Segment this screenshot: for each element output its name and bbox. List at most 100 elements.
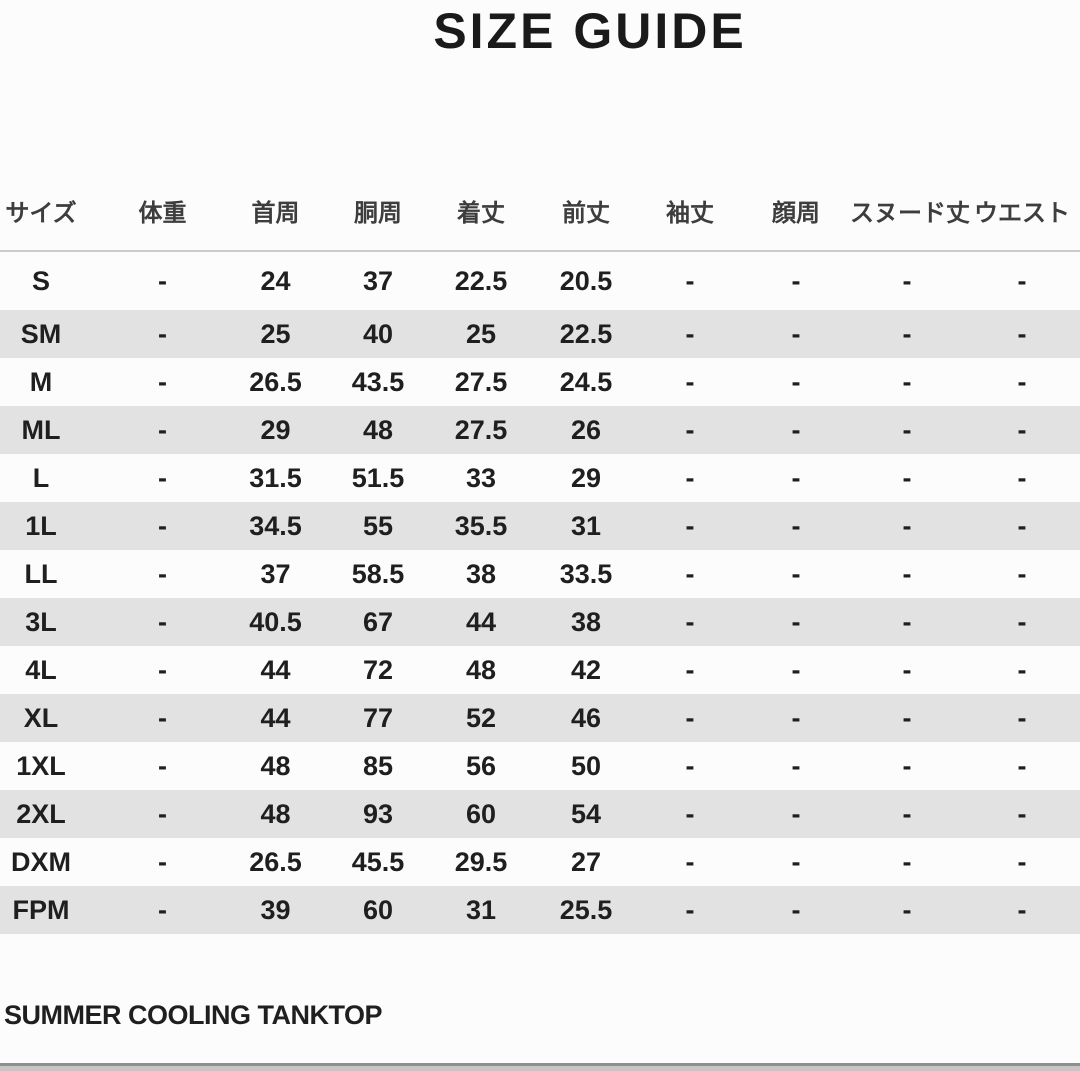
value-cell: - [685, 558, 695, 589]
value-cell: 25 [465, 318, 497, 349]
value-cell: 24 [260, 265, 291, 296]
value-cell: 44 [260, 654, 291, 685]
value-cell: 55 [362, 510, 394, 541]
column-header-2: 首周 [223, 170, 328, 252]
value-cell: - [791, 702, 801, 733]
value-cell: - [791, 894, 801, 925]
value-cell: - [1017, 846, 1027, 877]
value-cell: 60 [465, 798, 497, 829]
value-cell: 33 [465, 462, 497, 493]
table-row: FPM - 39 60 31 25.5 - - - - [0, 886, 1080, 934]
value-cell: - [791, 654, 801, 685]
value-cell: - [1017, 606, 1027, 637]
value-cell: 48 [465, 654, 497, 685]
table-row: S - 24 37 22.5 20.5 - - - - [0, 251, 1080, 310]
value-cell: - [902, 265, 912, 296]
size-label-cell: DXM [11, 846, 71, 877]
column-header-9: ウエスト [964, 170, 1080, 252]
value-cell: - [685, 750, 695, 781]
value-cell: - [791, 510, 801, 541]
size-label-cell: 1XL [16, 750, 66, 781]
value-cell: - [158, 750, 167, 781]
value-cell: 26 [570, 414, 602, 445]
value-cell: 26.5 [249, 366, 302, 397]
value-cell: 31 [570, 510, 602, 541]
size-label-cell: L [32, 462, 50, 493]
column-header-3: 胴周 [328, 170, 428, 252]
value-cell: 22.5 [454, 265, 508, 296]
value-cell: 48 [260, 750, 291, 781]
value-cell: - [902, 414, 912, 445]
value-cell: - [902, 798, 912, 829]
size-guide-table: サイズ 体重 首周 胴周 着丈 前丈 袖丈 顔周 スヌード丈 ウエスト S - 24 37 22.5 20.… [0, 170, 1080, 934]
table-row: 3L - 40.5 67 44 38 - - - - [0, 598, 1080, 646]
value-cell: 39 [260, 894, 291, 925]
value-cell: 27.5 [454, 414, 508, 445]
value-cell: - [791, 606, 801, 637]
value-cell: - [1017, 318, 1027, 349]
value-cell: - [1017, 366, 1027, 397]
value-cell: 77 [362, 702, 394, 733]
value-cell: 42 [570, 654, 602, 685]
column-header-4: 着丈 [428, 170, 534, 252]
value-cell: 29 [570, 462, 602, 493]
value-cell: - [685, 318, 695, 349]
value-cell: - [1017, 558, 1027, 589]
size-label-cell: S [31, 265, 50, 296]
value-cell: - [685, 510, 695, 541]
table-row: 4L - 44 72 48 42 - - - - [0, 646, 1080, 694]
value-cell: - [158, 702, 167, 733]
value-cell: - [158, 510, 167, 541]
value-cell: - [902, 462, 912, 493]
value-cell: 50 [570, 750, 602, 781]
value-cell: 60 [362, 894, 394, 925]
size-label-cell: 2XL [16, 798, 66, 829]
page-title-text: SIZE GUIDE [433, 3, 747, 59]
value-cell: 43.5 [351, 366, 405, 397]
size-label-cell: LL [24, 558, 58, 589]
value-cell: - [791, 462, 801, 493]
header-row: サイズ 体重 首周 胴周 着丈 前丈 袖丈 顔周 スヌード丈 ウエスト [0, 170, 1080, 252]
value-cell: 44 [465, 606, 497, 637]
value-cell: - [902, 510, 912, 541]
value-cell: - [791, 414, 801, 445]
product-name: SUMMER COOLING TANKTOP [4, 1000, 383, 1030]
column-header-7: 顔周 [742, 170, 850, 252]
value-cell: 48 [260, 798, 291, 829]
value-cell: - [902, 606, 912, 637]
value-cell: 34.5 [249, 510, 302, 541]
value-cell: - [158, 798, 167, 829]
value-cell: - [158, 654, 167, 685]
value-cell: 31.5 [249, 462, 302, 493]
value-cell: - [158, 414, 167, 445]
value-cell: - [791, 846, 801, 877]
size-label-cell: M [29, 366, 53, 397]
column-header-8: スヌード丈 [850, 170, 970, 252]
value-cell: - [158, 366, 167, 397]
size-label-cell: 1L [25, 510, 57, 541]
table-row: SM - 25 40 25 22.5 - - - - [0, 310, 1080, 358]
value-cell: - [685, 265, 695, 296]
value-cell: - [158, 462, 167, 493]
page-title: SIZE GUIDE [100, 2, 1080, 60]
table-body: S - 24 37 22.5 20.5 - - - - SM - 25 40 25 22.5 - - - - M - 26.… [0, 251, 1080, 934]
size-label-cell: 3L [25, 606, 57, 637]
value-cell: - [1017, 654, 1027, 685]
value-cell: 29.5 [454, 846, 508, 877]
value-cell: - [158, 894, 167, 925]
value-cell: - [902, 750, 912, 781]
table-row: M - 26.5 43.5 27.5 24.5 - - - - [0, 358, 1080, 406]
value-cell: 93 [362, 798, 394, 829]
value-cell: - [791, 265, 801, 296]
value-cell: - [1017, 265, 1027, 296]
table-row: DXM - 26.5 45.5 29.5 27 - - - - [0, 838, 1080, 886]
value-cell: - [902, 654, 912, 685]
value-cell: - [685, 894, 695, 925]
value-cell: 54 [570, 798, 602, 829]
value-cell: 27 [570, 846, 602, 877]
value-cell: - [158, 318, 167, 349]
value-cell: 56 [465, 750, 497, 781]
value-cell: - [902, 894, 912, 925]
value-cell: - [158, 846, 167, 877]
value-cell: - [791, 798, 801, 829]
